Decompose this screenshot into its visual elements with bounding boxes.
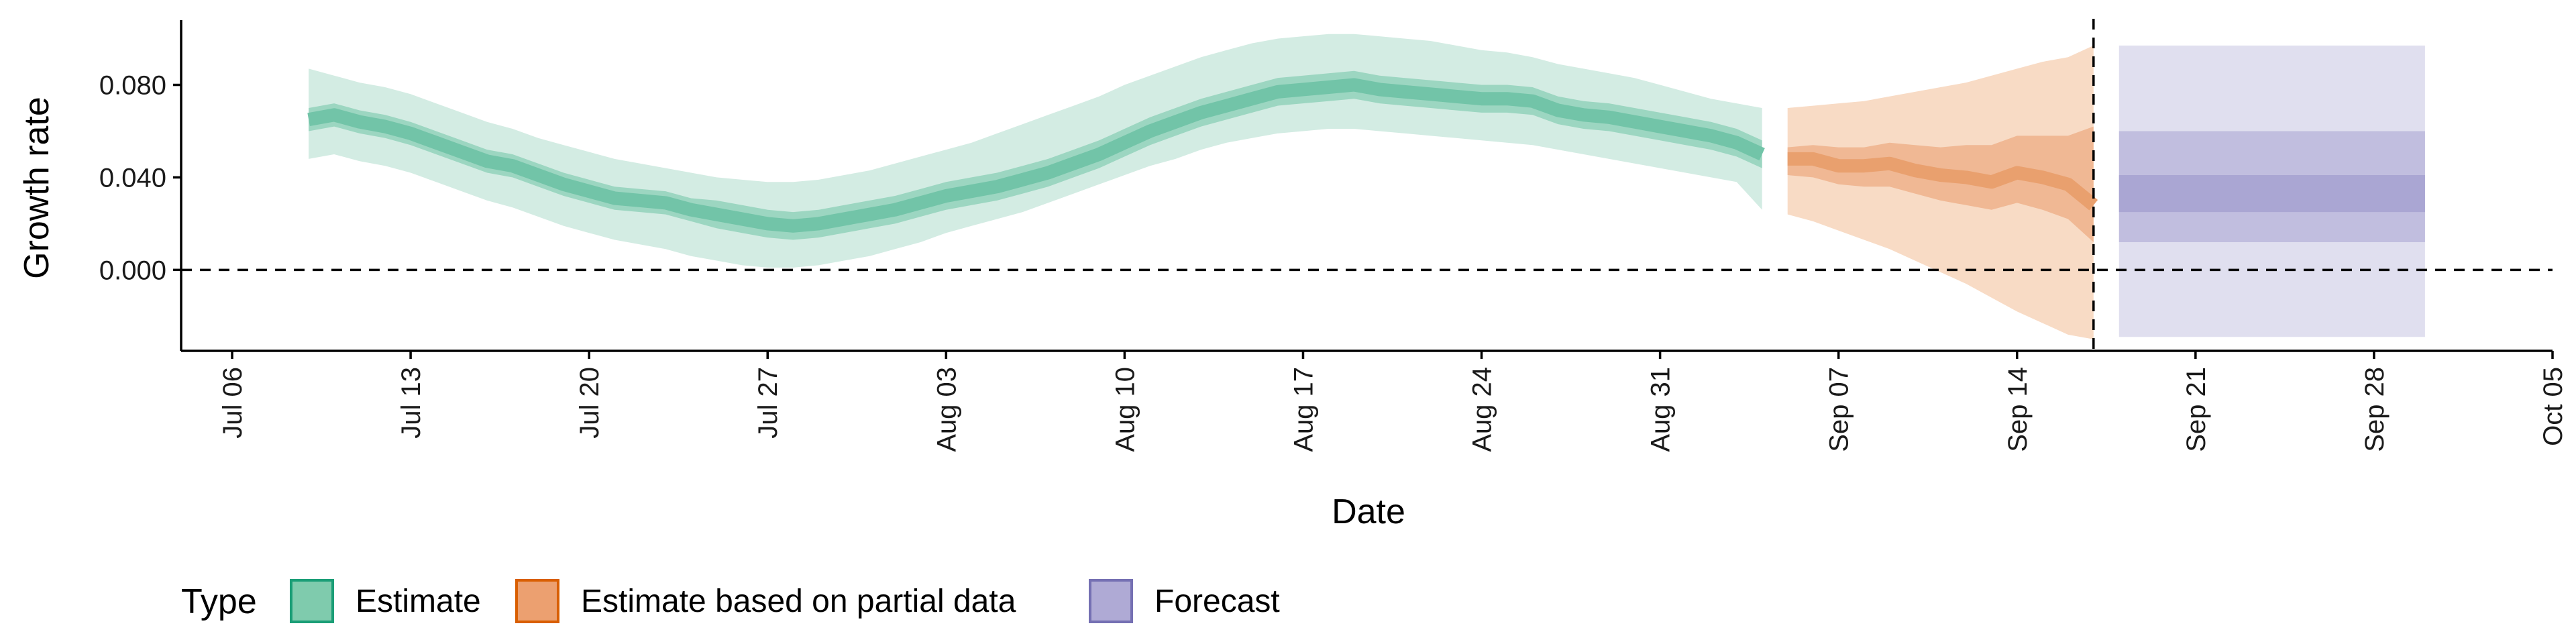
legend-key (1089, 579, 1133, 623)
ribbon-layer (307, 34, 2425, 339)
x-tick-label: Jul 27 (753, 367, 783, 439)
legend-key (515, 579, 559, 623)
x-tick-label: Jul 13 (396, 367, 426, 439)
y-tick-label: 0.040 (99, 163, 166, 193)
y-tick-label: 0.000 (99, 256, 166, 285)
median-line (307, 78, 1765, 233)
series-estimate-based-on-partial-data (1787, 45, 2098, 339)
legend-label: Estimate (356, 584, 481, 619)
legend-key (290, 579, 334, 623)
x-tick-label: Oct 05 (2538, 367, 2568, 446)
x-tick-label: Sep 14 (2003, 367, 2033, 452)
legend-item: Forecast (1089, 579, 1280, 623)
inner-band (309, 70, 1762, 240)
series-forecast (2118, 45, 2425, 337)
outer-band (309, 34, 1762, 268)
axes: 0.000 0.040 0.080 Jul 06 Jul 13 Jul 20 Jul 27 A… (99, 20, 2568, 452)
x-tick-label: Sep 21 (2182, 367, 2211, 452)
x-tick-label: Aug 10 (1110, 367, 1140, 452)
inner-band (1787, 126, 2094, 242)
legend-item: Estimate (290, 579, 481, 623)
x-tick-label: Jul 20 (575, 367, 604, 439)
legend: Type Estimate Estimate based on partial d… (181, 579, 1280, 623)
legend-label: Forecast (1155, 584, 1280, 619)
legend-item: Estimate based on partial data (515, 579, 1016, 623)
x-tick-label: Aug 31 (1646, 367, 1676, 452)
reference-lines (181, 19, 2553, 351)
x-tick-label: Sep 07 (1825, 367, 1854, 452)
x-tick-label: Aug 24 (1468, 367, 1497, 452)
y-tick-label: 0.080 (99, 71, 166, 101)
x-tick-label: Aug 03 (932, 367, 961, 452)
x-axis-title: Date (1332, 492, 1405, 531)
x-tick-label: Jul 06 (218, 367, 248, 439)
inner-band (2118, 175, 2425, 213)
legend-label: Estimate based on partial data (581, 584, 1016, 619)
x-tick-label: Sep 28 (2360, 367, 2390, 452)
median-line (1787, 152, 2098, 211)
y-axis-title: Growth rate (17, 97, 56, 279)
legend-title: Type (181, 582, 257, 621)
series-estimate (307, 34, 1765, 268)
x-tick-label: Aug 17 (1289, 367, 1319, 452)
